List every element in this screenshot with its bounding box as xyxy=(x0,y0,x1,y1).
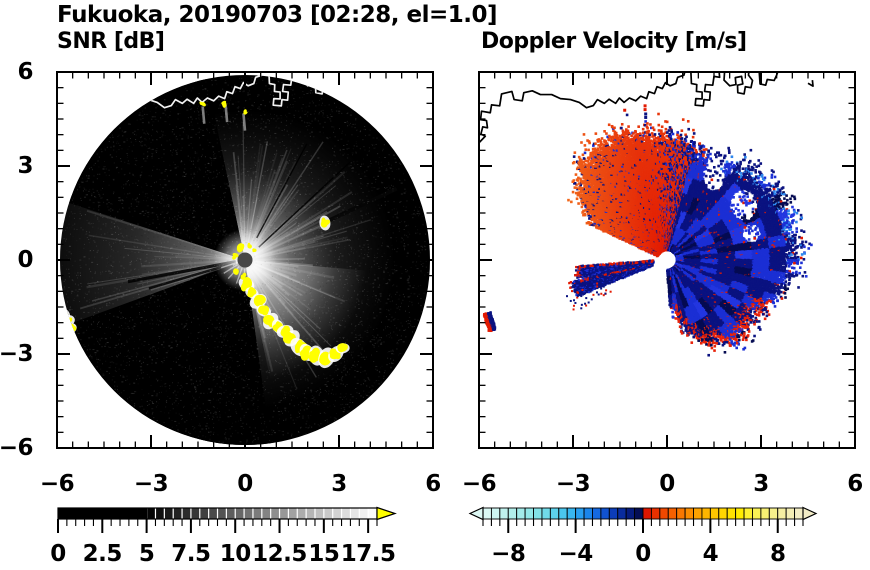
snr-colorbar-label: 17.5 xyxy=(340,541,396,567)
snr-ppi-image xyxy=(57,72,433,448)
y-tick-label: 6 xyxy=(17,59,33,85)
x-tick-label: 6 xyxy=(847,471,863,497)
velocity-colorbar-label: −8 xyxy=(491,541,526,567)
figure-title: Fukuoka, 20190703 [02:28, el=1.0] xyxy=(57,2,498,28)
snr-colorbar xyxy=(48,503,403,539)
velocity-colorbar-label: 8 xyxy=(769,541,786,567)
velocity-colorbar-label: 0 xyxy=(635,541,651,567)
y-tick-label: 3 xyxy=(17,152,33,179)
x-tick-label: 0 xyxy=(659,471,675,497)
velocity-panel xyxy=(479,72,855,448)
x-tick-label: −6 xyxy=(461,471,497,497)
x-tick-label: −3 xyxy=(555,471,591,497)
snr-panel xyxy=(57,72,433,448)
velocity-ppi-image xyxy=(479,72,855,448)
x-tick-label: −3 xyxy=(133,471,169,497)
x-tick-label: 3 xyxy=(753,471,769,497)
y-tick-label: −6 xyxy=(0,434,34,461)
velocity-panel-title: Doppler Velocity [m/s] xyxy=(481,29,747,54)
x-tick-label: 0 xyxy=(237,471,253,497)
snr-panel-title: SNR [dB] xyxy=(57,29,165,54)
y-tick-label: 0 xyxy=(17,246,33,273)
y-tick-label: −3 xyxy=(0,340,34,367)
velocity-colorbar-label: −4 xyxy=(558,541,593,567)
x-tick-label: 3 xyxy=(331,471,347,497)
velocity-colorbar-label: 4 xyxy=(702,541,719,567)
x-tick-label: −6 xyxy=(39,471,75,497)
velocity-colorbar xyxy=(466,503,821,539)
